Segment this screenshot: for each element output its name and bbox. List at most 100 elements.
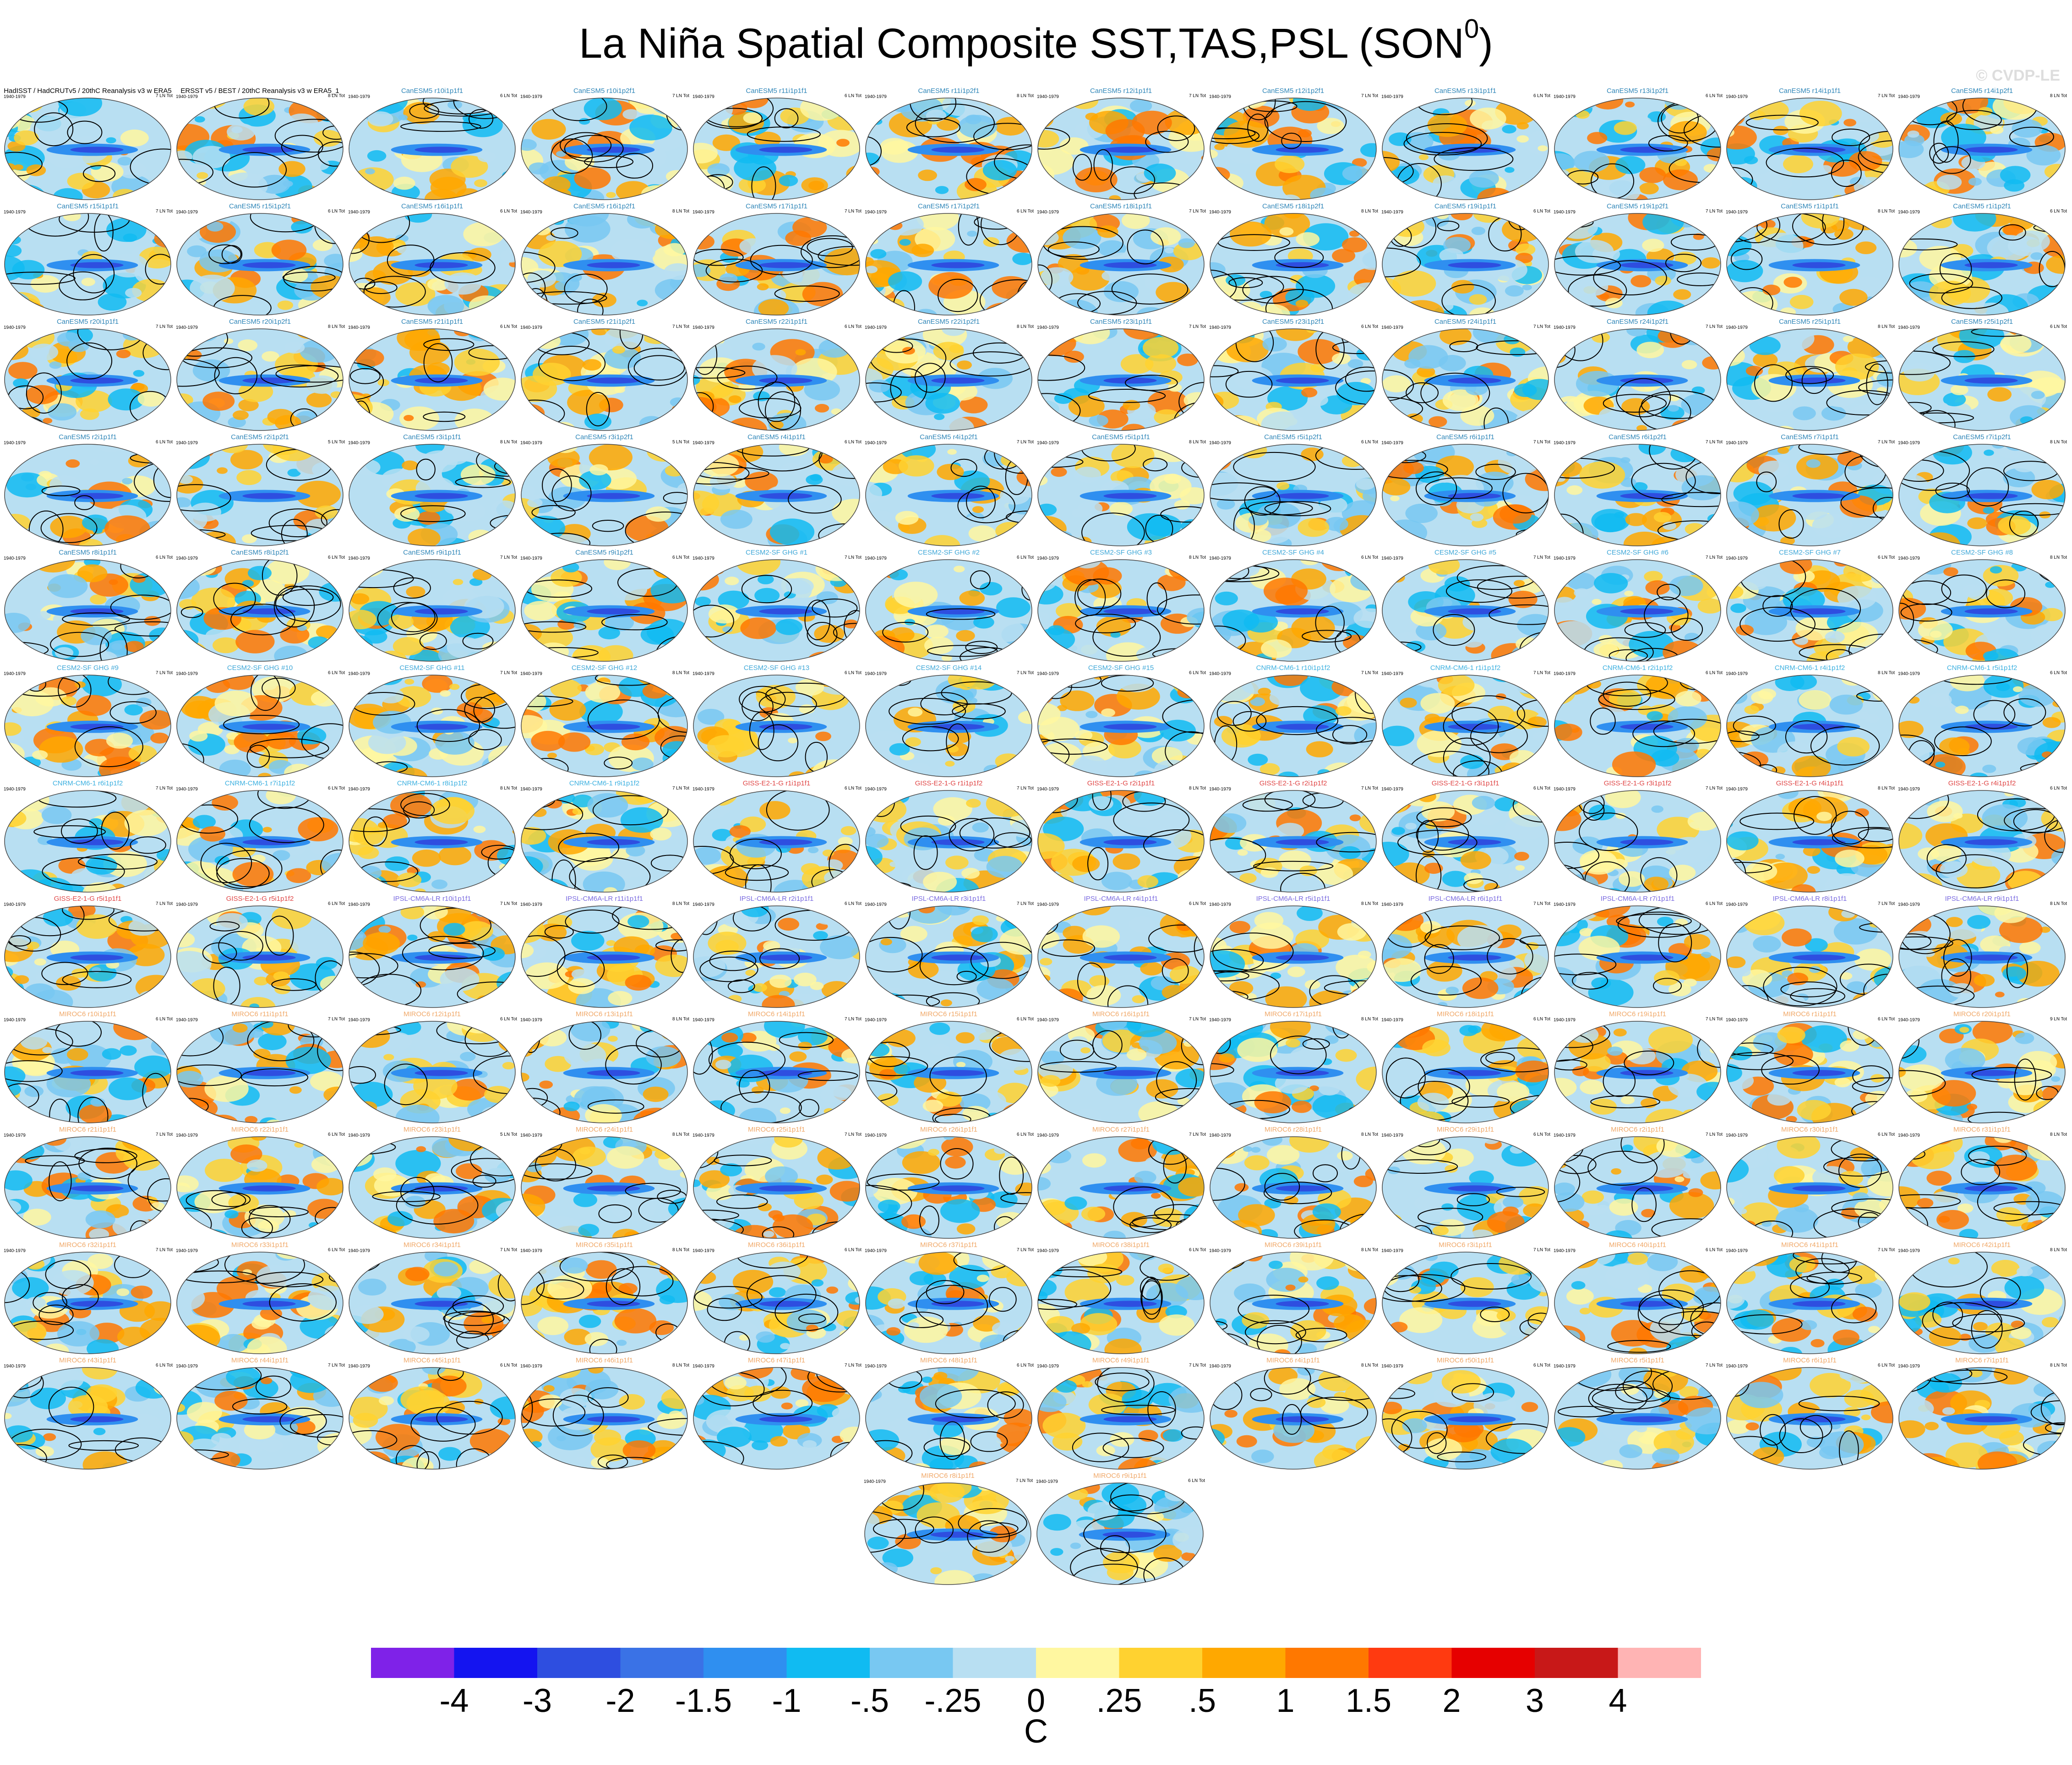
panel-period: 1940-1979 <box>176 94 198 99</box>
panel-event-count: 7 LN Tot <box>1877 901 1895 906</box>
colorbar-swatch <box>953 1648 1036 1678</box>
map-svg <box>4 213 171 316</box>
panel-period: 1940-1979 <box>692 325 714 330</box>
panel-event-count: 6 LN Tot <box>155 1363 173 1368</box>
map-panel: MIROC6 r4i1p1f1 1940-1979 8 LN Tot <box>1207 1356 1379 1471</box>
map-panel: MIROC6 r11i1p1f1 1940-1979 7 LN Tot <box>174 1010 346 1125</box>
panel-title: MIROC6 r32i1p1f1 <box>59 1241 117 1249</box>
panel-event-count: 7 LN Tot <box>1533 440 1550 445</box>
panel-event-count: 7 LN Tot <box>1016 440 1034 445</box>
panel-event-count: 6 LN Tot <box>1016 209 1034 214</box>
map-panel: CNRM-CM6-1 r9i1p1f2 1940-1979 7 LN Tot <box>518 779 690 894</box>
map-svg <box>1037 790 1205 893</box>
panel-period: 1940-1979 <box>348 671 370 676</box>
panel-period: 1940-1979 <box>692 671 714 676</box>
colorbar-tick-label: 3 <box>1525 1683 1544 1719</box>
panel-event-count: 6 LN Tot <box>1016 555 1034 560</box>
panel-event-count: 7 LN Tot <box>1705 786 1723 791</box>
panel-event-count: 8 LN Tot <box>2050 440 2067 445</box>
panel-event-count: 7 LN Tot <box>1705 1363 1723 1368</box>
map-svg <box>1037 1136 1205 1239</box>
panel-period: 1940-1979 <box>1037 787 1059 792</box>
panel-event-count: 8 LN Tot <box>1361 209 1378 214</box>
map-panel: IPSL-CM6A-LR r11i1p1f1 1940-1979 8 LN Tot <box>518 895 690 1009</box>
map-svg <box>4 328 171 431</box>
panel-title: MIROC6 r7i1p1f1 <box>1955 1356 2009 1364</box>
colorbar-tick-label: -3 <box>522 1683 552 1719</box>
panel-event-count: 7 LN Tot <box>1016 901 1034 906</box>
panel-event-count: 7 LN Tot <box>500 1247 517 1253</box>
map-panel: CanESM5 r4i1p1f1 1940-1979 6 LN Tot <box>691 433 862 548</box>
map-svg <box>521 1252 688 1354</box>
panel-event-count: 7 LN Tot <box>672 93 689 98</box>
map-panel: HadISST / HadCRUTv5 / 20thC Reanalysis v… <box>2 87 174 202</box>
panel-title: IPSL-CM6A-LR r10i1p1f1 <box>393 895 471 903</box>
map-svg <box>349 328 516 431</box>
panel-event-count: 7 LN Tot <box>155 901 173 906</box>
colorbar-swatch <box>1202 1648 1286 1678</box>
map-panel: GISS-E2-1-G r3i1p1f2 1940-1979 7 LN Tot <box>1552 779 1723 894</box>
map-svg <box>1726 328 1893 431</box>
map-svg <box>1382 675 1549 777</box>
panel-event-count: 7 LN Tot <box>844 1017 862 1022</box>
panel-title: CanESM5 r2i1p2f1 <box>231 433 289 441</box>
map-svg <box>1898 1136 2066 1239</box>
map-panel: CanESM5 r12i1p1f1 1940-1979 7 LN Tot <box>1035 87 1207 202</box>
panel-event-count: 6 LN Tot <box>1705 901 1723 906</box>
map-panel: CanESM5 r15i1p2f1 1940-1979 6 LN Tot <box>174 202 346 317</box>
panel-period: 1940-1979 <box>176 787 198 792</box>
panel-period: 1940-1979 <box>348 1248 370 1253</box>
panel-event-count: 7 LN Tot <box>1705 440 1723 445</box>
panel-title: GISS-E2-1-G r2i1p1f2 <box>1259 779 1327 787</box>
panel-period: 1940-1979 <box>348 556 370 561</box>
panel-title: MIROC6 r10i1p1f1 <box>59 1010 117 1018</box>
map-panel: IPSL-CM6A-LR r8i1p1f1 1940-1979 7 LN Tot <box>1724 895 1896 1009</box>
map-panel: MIROC6 r31i1p1f1 1940-1979 8 LN Tot <box>1896 1126 2068 1240</box>
map-panel: CanESM5 r17i1p1f1 1940-1979 7 LN Tot <box>691 202 862 317</box>
panel-period: 1940-1979 <box>865 94 887 99</box>
colorbar-tick-label: -1.5 <box>675 1683 732 1719</box>
panel-title: CanESM5 r15i1p2f1 <box>229 202 291 210</box>
map-svg <box>176 1252 344 1354</box>
panel-title: IPSL-CM6A-LR r11i1p1f1 <box>566 895 643 903</box>
colorbar-tick-label: -.25 <box>924 1683 981 1719</box>
panel-event-count: 7 LN Tot <box>844 209 862 214</box>
panel-event-count: 7 LN Tot <box>844 555 862 560</box>
panel-event-count: 7 LN Tot <box>1705 209 1723 214</box>
panel-title: CNRM-CM6-1 r7i1p1f2 <box>224 779 295 787</box>
colorbar-swatch <box>1535 1648 1618 1678</box>
map-panel: MIROC6 r39i1p1f1 1940-1979 8 LN Tot <box>1207 1241 1379 1356</box>
map-panel: CanESM5 r9i1p1f1 1940-1979 7 LN Tot <box>346 549 518 663</box>
panel-event-count: 7 LN Tot <box>155 1247 173 1253</box>
panel-period: 1940-1979 <box>1898 1364 1920 1369</box>
map-svg <box>865 444 1032 546</box>
map-svg <box>1554 328 1721 431</box>
colorbar-swatch <box>620 1648 704 1678</box>
panel-event-count: 6 LN Tot <box>2050 786 2067 791</box>
map-svg <box>865 328 1032 431</box>
panel-event-count: 6 LN Tot <box>1877 1017 1895 1022</box>
map-svg <box>176 905 344 1008</box>
map-panel: IPSL-CM6A-LR r2i1p1f1 1940-1979 6 LN Tot <box>691 895 862 1009</box>
panel-title: CanESM5 r14i1p2f1 <box>1951 87 2013 95</box>
panel-title: ERSST v5 / BEST / 20thC Reanalysis v3 w … <box>180 87 339 95</box>
panel-period: 1940-1979 <box>1381 787 1403 792</box>
map-svg <box>1036 1482 1204 1585</box>
map-panel: GISS-E2-1-G r2i1p1f1 1940-1979 8 LN Tot <box>1035 779 1207 894</box>
panel-period: 1940-1979 <box>1209 1364 1231 1369</box>
map-panel: CanESM5 r11i1p1f1 1940-1979 6 LN Tot <box>691 87 862 202</box>
panel-period: 1940-1979 <box>1381 1364 1403 1369</box>
panel-period: 1940-1979 <box>176 441 198 446</box>
panel-event-count: 8 LN Tot <box>1189 440 1206 445</box>
map-svg <box>1726 444 1893 546</box>
map-svg <box>1554 790 1721 893</box>
map-panel: MIROC6 r9i1p1f1 1940-1979 6 LN Tot <box>1034 1472 1206 1586</box>
panel-title: CanESM5 r25i1p1f1 <box>1778 318 1841 326</box>
panel-event-count: 6 LN Tot <box>844 786 862 791</box>
map-panel: CanESM5 r25i1p2f1 1940-1979 6 LN Tot <box>1896 318 2068 432</box>
map-panel: CanESM5 r8i1p2f1 1940-1979 6 LN Tot <box>174 549 346 663</box>
panel-title: CanESM5 r7i1p2f1 <box>1953 433 2011 441</box>
panel-title: MIROC6 r21i1p1f1 <box>59 1126 117 1133</box>
panel-event-count: 8 LN Tot <box>672 1132 689 1137</box>
panel-event-count: 8 LN Tot <box>500 440 517 445</box>
